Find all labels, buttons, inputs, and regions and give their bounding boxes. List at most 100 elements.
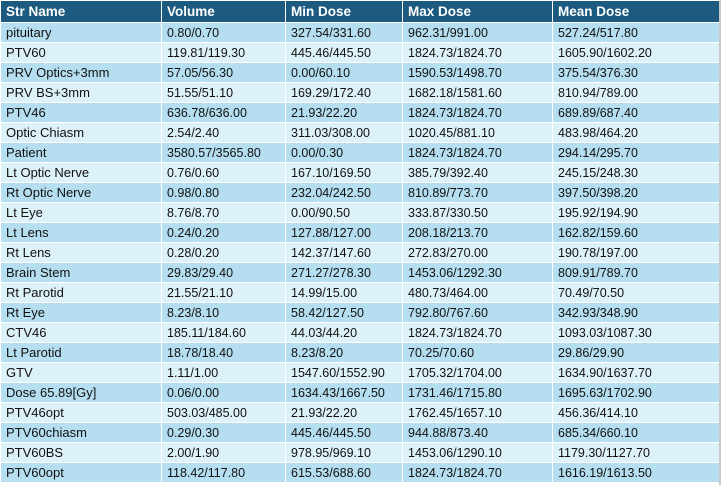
cell-max-dose[interactable]: 1731.46/1715.80: [402, 382, 553, 403]
cell-volume[interactable]: 0.24/0.20: [161, 222, 286, 243]
cell-mean-dose[interactable]: 527.24/517.80: [552, 22, 721, 43]
cell-min-dose[interactable]: 169.29/172.40: [285, 82, 403, 103]
cell-mean-dose[interactable]: 1616.19/1613.50: [552, 462, 721, 483]
cell-volume[interactable]: 21.55/21.10: [161, 282, 286, 303]
cell-max-dose[interactable]: 333.87/330.50: [402, 202, 553, 223]
cell-volume[interactable]: 2.00/1.90: [161, 442, 286, 463]
cell-mean-dose[interactable]: 1634.90/1637.70: [552, 362, 721, 383]
cell-max-dose[interactable]: 1682.18/1581.60: [402, 82, 553, 103]
cell-str-name[interactable]: Brain Stem: [0, 262, 162, 283]
cell-str-name[interactable]: CTV46: [0, 322, 162, 343]
cell-min-dose[interactable]: 311.03/308.00: [285, 122, 403, 143]
cell-min-dose[interactable]: 8.23/8.20: [285, 342, 403, 363]
cell-volume[interactable]: 0.28/0.20: [161, 242, 286, 263]
cell-str-name[interactable]: GTV: [0, 362, 162, 383]
cell-max-dose[interactable]: 1020.45/881.10: [402, 122, 553, 143]
cell-volume[interactable]: 185.11/184.60: [161, 322, 286, 343]
cell-volume[interactable]: 2.54/2.40: [161, 122, 286, 143]
cell-mean-dose[interactable]: 689.89/687.40: [552, 102, 721, 123]
cell-max-dose[interactable]: 1824.73/1824.70: [402, 102, 553, 123]
cell-min-dose[interactable]: 978.95/969.10: [285, 442, 403, 463]
cell-str-name[interactable]: pituitary: [0, 22, 162, 43]
cell-mean-dose[interactable]: 70.49/70.50: [552, 282, 721, 303]
cell-volume[interactable]: 57.05/56.30: [161, 62, 286, 83]
cell-str-name[interactable]: Rt Eye: [0, 302, 162, 323]
cell-volume[interactable]: 0.98/0.80: [161, 182, 286, 203]
cell-mean-dose[interactable]: 162.82/159.60: [552, 222, 721, 243]
cell-str-name[interactable]: Rt Optic Nerve: [0, 182, 162, 203]
cell-max-dose[interactable]: 272.83/270.00: [402, 242, 553, 263]
cell-max-dose[interactable]: 1453.06/1292.30: [402, 262, 553, 283]
cell-min-dose[interactable]: 58.42/127.50: [285, 302, 403, 323]
cell-mean-dose[interactable]: 1179.30/1127.70: [552, 442, 721, 463]
cell-mean-dose[interactable]: 483.98/464.20: [552, 122, 721, 143]
cell-min-dose[interactable]: 0.00/90.50: [285, 202, 403, 223]
cell-volume[interactable]: 0.29/0.30: [161, 422, 286, 443]
cell-max-dose[interactable]: 1705.32/1704.00: [402, 362, 553, 383]
cell-mean-dose[interactable]: 456.36/414.10: [552, 402, 721, 423]
cell-max-dose[interactable]: 1590.53/1498.70: [402, 62, 553, 83]
column-header-min-dose[interactable]: Min Dose: [285, 0, 403, 23]
cell-str-name[interactable]: PRV Optics+3mm: [0, 62, 162, 83]
cell-max-dose[interactable]: 1824.73/1824.70: [402, 42, 553, 63]
cell-max-dose[interactable]: 208.18/213.70: [402, 222, 553, 243]
column-header-volume[interactable]: Volume: [161, 0, 286, 23]
cell-str-name[interactable]: Rt Parotid: [0, 282, 162, 303]
cell-mean-dose[interactable]: 810.94/789.00: [552, 82, 721, 103]
cell-min-dose[interactable]: 0.00/60.10: [285, 62, 403, 83]
cell-str-name[interactable]: Lt Optic Nerve: [0, 162, 162, 183]
cell-min-dose[interactable]: 271.27/278.30: [285, 262, 403, 283]
cell-str-name[interactable]: PTV46: [0, 102, 162, 123]
cell-min-dose[interactable]: 167.10/169.50: [285, 162, 403, 183]
column-header-mean-dose[interactable]: Mean Dose: [552, 0, 721, 23]
cell-str-name[interactable]: PTV46opt: [0, 402, 162, 423]
cell-volume[interactable]: 29.83/29.40: [161, 262, 286, 283]
cell-min-dose[interactable]: 21.93/22.20: [285, 402, 403, 423]
cell-min-dose[interactable]: 327.54/331.60: [285, 22, 403, 43]
cell-mean-dose[interactable]: 685.34/660.10: [552, 422, 721, 443]
cell-str-name[interactable]: Lt Eye: [0, 202, 162, 223]
cell-mean-dose[interactable]: 1093.03/1087.30: [552, 322, 721, 343]
cell-min-dose[interactable]: 0.00/0.30: [285, 142, 403, 163]
cell-max-dose[interactable]: 1824.73/1824.70: [402, 322, 553, 343]
cell-volume[interactable]: 18.78/18.40: [161, 342, 286, 363]
cell-volume[interactable]: 0.06/0.00: [161, 382, 286, 403]
cell-mean-dose[interactable]: 375.54/376.30: [552, 62, 721, 83]
cell-max-dose[interactable]: 70.25/70.60: [402, 342, 553, 363]
cell-str-name[interactable]: Optic Chiasm: [0, 122, 162, 143]
cell-str-name[interactable]: Rt Lens: [0, 242, 162, 263]
cell-mean-dose[interactable]: 29.86/29.90: [552, 342, 721, 363]
cell-str-name[interactable]: Patient: [0, 142, 162, 163]
cell-max-dose[interactable]: 1824.73/1824.70: [402, 142, 553, 163]
cell-max-dose[interactable]: 1824.73/1824.70: [402, 462, 553, 483]
cell-mean-dose[interactable]: 190.78/197.00: [552, 242, 721, 263]
cell-max-dose[interactable]: 792.80/767.60: [402, 302, 553, 323]
cell-min-dose[interactable]: 127.88/127.00: [285, 222, 403, 243]
cell-str-name[interactable]: PRV BS+3mm: [0, 82, 162, 103]
cell-volume[interactable]: 0.76/0.60: [161, 162, 286, 183]
cell-str-name[interactable]: PTV60opt: [0, 462, 162, 483]
cell-volume[interactable]: 503.03/485.00: [161, 402, 286, 423]
cell-str-name[interactable]: PTV60: [0, 42, 162, 63]
cell-volume[interactable]: 51.55/51.10: [161, 82, 286, 103]
column-header-str-name[interactable]: Str Name: [0, 0, 162, 23]
cell-min-dose[interactable]: 142.37/147.60: [285, 242, 403, 263]
column-header-max-dose[interactable]: Max Dose: [402, 0, 553, 23]
cell-max-dose[interactable]: 1762.45/1657.10: [402, 402, 553, 423]
cell-mean-dose[interactable]: 397.50/398.20: [552, 182, 721, 203]
cell-str-name[interactable]: PTV60chiasm: [0, 422, 162, 443]
cell-min-dose[interactable]: 14.99/15.00: [285, 282, 403, 303]
cell-max-dose[interactable]: 944.88/873.40: [402, 422, 553, 443]
cell-volume[interactable]: 8.23/8.10: [161, 302, 286, 323]
cell-str-name[interactable]: PTV60BS: [0, 442, 162, 463]
cell-max-dose[interactable]: 1453.06/1290.10: [402, 442, 553, 463]
cell-mean-dose[interactable]: 1605.90/1602.20: [552, 42, 721, 63]
cell-mean-dose[interactable]: 245.15/248.30: [552, 162, 721, 183]
cell-str-name[interactable]: Lt Parotid: [0, 342, 162, 363]
cell-mean-dose[interactable]: 195.92/194.90: [552, 202, 721, 223]
cell-str-name[interactable]: Lt Lens: [0, 222, 162, 243]
cell-mean-dose[interactable]: 294.14/295.70: [552, 142, 721, 163]
cell-volume[interactable]: 1.11/1.00: [161, 362, 286, 383]
cell-mean-dose[interactable]: 342.93/348.90: [552, 302, 721, 323]
cell-volume[interactable]: 0.80/0.70: [161, 22, 286, 43]
